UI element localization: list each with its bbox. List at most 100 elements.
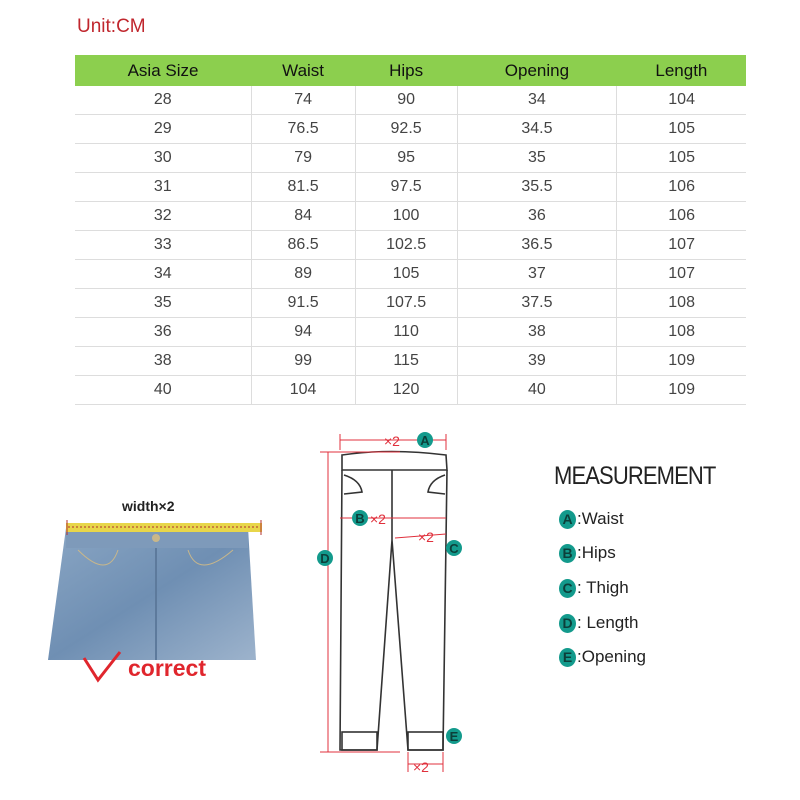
table-cell: 109	[616, 375, 746, 405]
table-cell: 39	[456, 346, 617, 376]
width-label: width×2	[122, 498, 175, 514]
legend-label: : Thigh	[577, 578, 629, 597]
letter-badge: E	[559, 647, 576, 667]
table-cell: 106	[616, 201, 746, 231]
table-row: 28 74 90 34 104	[75, 86, 746, 115]
table-cell: 35.5	[456, 172, 617, 202]
table-cell: 34.5	[456, 114, 617, 144]
pants-diagram: ×2 ×2 ×2 ×2 A B C D E	[317, 432, 462, 775]
table-cell: 36	[75, 317, 252, 347]
table-cell: 108	[616, 317, 746, 347]
table-row: 40 104 120 40 109	[75, 375, 746, 405]
letter-badge: D	[559, 613, 576, 633]
table-cell: 36	[456, 201, 617, 231]
x2-label: ×2	[370, 511, 386, 527]
table-row: 30 79 95 35 105	[75, 143, 746, 173]
measuring-tape	[66, 520, 262, 535]
column-header: Waist	[251, 55, 356, 86]
table-cell: 109	[616, 346, 746, 376]
unit-label: Unit:CM	[77, 16, 146, 37]
table-cell: 106	[616, 172, 746, 202]
letter-badge: B	[559, 543, 576, 563]
legend-item: B:Hips	[559, 543, 616, 563]
table-cell: 30	[75, 143, 252, 173]
legend-label: : Length	[577, 613, 639, 632]
table-cell: 38	[75, 346, 252, 376]
table-cell: 76.5	[250, 114, 356, 144]
table-row: 36 94 110 38 108	[75, 317, 746, 347]
jeans-photo	[48, 528, 256, 660]
table-cell: 110	[354, 317, 458, 347]
table-row: 38 99 115 39 109	[75, 346, 746, 376]
table-cell: 92.5	[354, 114, 458, 144]
table-cell: 37	[456, 259, 617, 289]
table-cell: 95	[354, 143, 458, 173]
table-cell: 89	[250, 259, 356, 289]
table-cell: 107.5	[354, 288, 458, 318]
table-cell: 79	[250, 143, 356, 173]
letter-badge: A	[559, 509, 576, 529]
legend-item: E:Opening	[559, 647, 646, 667]
table-cell: 31	[75, 172, 252, 202]
table-row: 31 81.5 97.5 35.5 106	[75, 172, 746, 202]
column-header: Length	[616, 55, 746, 86]
table-row: 32 84 100 36 106	[75, 201, 746, 231]
column-header: Opening	[457, 55, 617, 86]
table-cell: 29	[75, 114, 252, 144]
table-row: 34 89 105 37 107	[75, 259, 746, 289]
table-cell: 115	[354, 346, 458, 376]
table-cell: 35	[75, 288, 252, 318]
legend-item: D: Length	[559, 613, 638, 633]
marker-b: B	[355, 511, 364, 526]
table-cell: 37.5	[456, 288, 617, 318]
table-cell: 28	[75, 86, 252, 115]
table-cell: 102.5	[354, 230, 458, 260]
check-icon	[82, 651, 122, 683]
table-cell: 105	[616, 114, 746, 144]
marker-e: E	[450, 729, 459, 744]
table-cell: 33	[75, 230, 252, 260]
table-cell: 84	[250, 201, 356, 231]
x2-label: ×2	[418, 529, 434, 545]
table-cell: 97.5	[354, 172, 458, 202]
table-cell: 74	[250, 86, 356, 115]
table-cell: 81.5	[250, 172, 356, 202]
table-cell: 34	[75, 259, 252, 289]
table-cell: 105	[616, 143, 746, 173]
legend-label: :Opening	[577, 647, 646, 666]
size-table: Asia Size Waist Hips Opening Length 28 74 90 34…	[75, 55, 746, 405]
table-cell: 99	[250, 346, 356, 376]
table-header: Asia Size Waist Hips Opening Length	[75, 55, 746, 86]
table-row: 35 91.5 107.5 37.5 108	[75, 288, 746, 318]
table-cell: 91.5	[250, 288, 356, 318]
table-cell: 34	[456, 86, 617, 115]
table-cell: 35	[456, 143, 617, 173]
legend-item: A:Waist	[559, 509, 624, 529]
column-header: Asia Size	[75, 55, 252, 86]
marker-c: C	[449, 541, 459, 556]
x2-label: ×2	[384, 433, 400, 449]
column-header: Hips	[355, 55, 458, 86]
table-cell: 36.5	[456, 230, 617, 260]
x2-label: ×2	[413, 759, 429, 775]
table-cell: 38	[456, 317, 617, 347]
table-row: 29 76.5 92.5 34.5 105	[75, 114, 746, 144]
table-cell: 94	[250, 317, 356, 347]
table-cell: 100	[354, 201, 458, 231]
table-cell: 104	[616, 86, 746, 115]
marker-d: D	[320, 551, 329, 566]
legend-label: :Hips	[577, 543, 616, 562]
correct-label: correct	[128, 655, 206, 681]
measurement-title: MEASUREMENT	[554, 462, 716, 490]
legend-label: :Waist	[577, 509, 624, 528]
table-cell: 40	[75, 375, 252, 405]
table-row: 33 86.5 102.5 36.5 107	[75, 230, 746, 260]
table-cell: 104	[250, 375, 356, 405]
table-cell: 107	[616, 259, 746, 289]
table-cell: 105	[354, 259, 458, 289]
table-cell: 108	[616, 288, 746, 318]
table-cell: 32	[75, 201, 252, 231]
table-cell: 90	[354, 86, 458, 115]
table-cell: 86.5	[250, 230, 356, 260]
